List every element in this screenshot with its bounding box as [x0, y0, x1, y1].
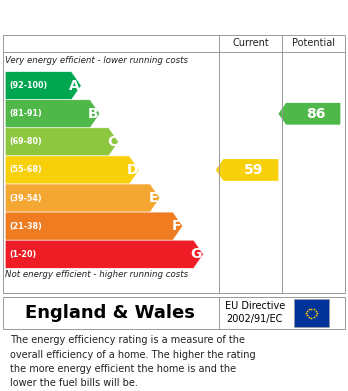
Polygon shape	[5, 212, 183, 240]
Text: Very energy efficient - lower running costs: Very energy efficient - lower running co…	[5, 56, 188, 65]
Text: Energy Efficiency Rating: Energy Efficiency Rating	[10, 9, 232, 23]
Polygon shape	[278, 103, 340, 125]
Text: E: E	[149, 191, 159, 205]
Text: D: D	[126, 163, 138, 177]
Text: (1-20): (1-20)	[9, 250, 37, 259]
Text: The energy efficiency rating is a measure of the
overall efficiency of a home. T: The energy efficiency rating is a measur…	[10, 335, 256, 388]
Text: (39-54): (39-54)	[9, 194, 42, 203]
Polygon shape	[216, 159, 278, 181]
Polygon shape	[5, 72, 81, 100]
Polygon shape	[5, 240, 203, 268]
Polygon shape	[5, 184, 160, 212]
Text: EU Directive
2002/91/EC: EU Directive 2002/91/EC	[225, 301, 285, 324]
Polygon shape	[5, 100, 100, 128]
Text: (55-68): (55-68)	[9, 165, 42, 174]
Text: F: F	[172, 219, 181, 233]
Text: (92-100): (92-100)	[9, 81, 48, 90]
Text: 86: 86	[306, 107, 326, 121]
Text: A: A	[69, 79, 80, 93]
Bar	[294, 300, 329, 327]
Text: England & Wales: England & Wales	[25, 303, 195, 321]
Text: G: G	[191, 247, 202, 261]
Text: (81-91): (81-91)	[9, 109, 42, 118]
Text: 59: 59	[244, 163, 263, 177]
Text: (69-80): (69-80)	[9, 137, 42, 146]
Text: Potential: Potential	[292, 38, 335, 48]
Text: Current: Current	[232, 38, 269, 48]
Text: B: B	[88, 107, 98, 121]
Polygon shape	[5, 156, 139, 184]
Text: (21-38): (21-38)	[9, 222, 42, 231]
Text: Not energy efficient - higher running costs: Not energy efficient - higher running co…	[5, 271, 188, 280]
Polygon shape	[5, 128, 118, 156]
Text: C: C	[107, 135, 117, 149]
